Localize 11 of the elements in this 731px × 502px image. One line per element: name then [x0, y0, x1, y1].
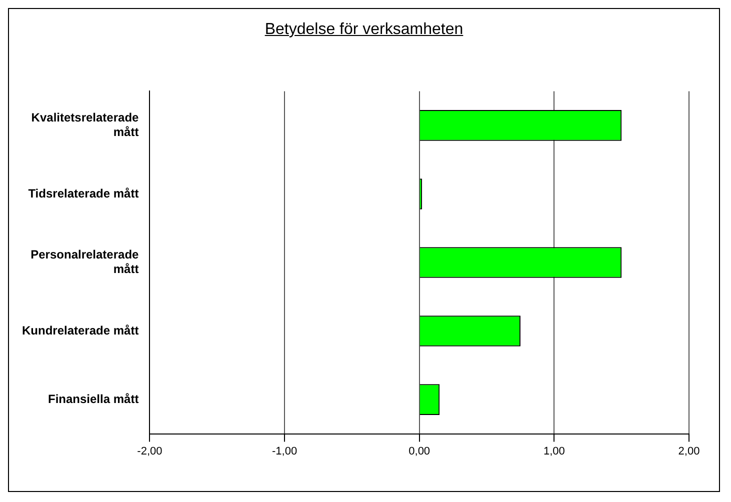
chart-title: Betydelse för verksamheten	[264, 20, 464, 40]
x-tick-label: 0,00	[408, 445, 430, 458]
y-tick-label: Kundrelaterade mått	[22, 323, 139, 338]
x-tick-label: -2,00	[137, 445, 162, 458]
y-tick-label: Tidsrelaterade mått	[28, 186, 139, 200]
y-tick-label: Finansiella mått	[48, 392, 139, 406]
x-tick-label: 2,00	[678, 445, 700, 458]
x-tick-label: 1,00	[543, 445, 565, 458]
x-tick-label: -1,00	[272, 445, 298, 458]
y-tick-label: Personalrelaterade mått	[30, 248, 140, 276]
y-tick-label: Kvalitetsrelaterade mått	[31, 110, 140, 139]
